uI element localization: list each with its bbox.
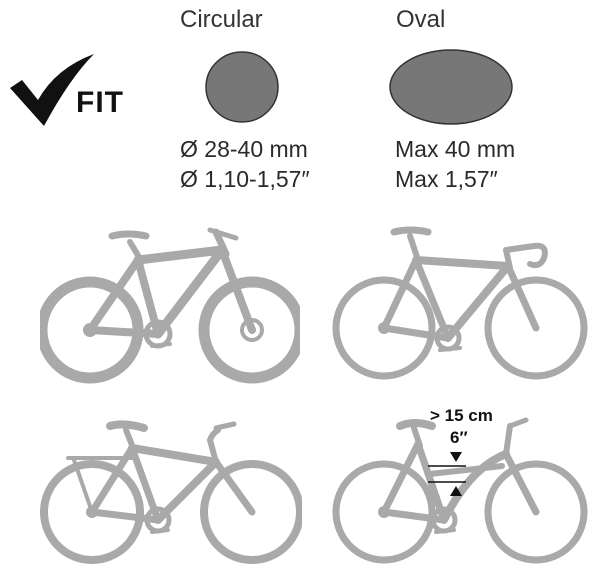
checkmark-icon <box>10 54 94 126</box>
oval-max-mm: Max 40 mm <box>395 136 516 162</box>
circular-diameter-mm: Ø 28-40 mm <box>180 136 308 162</box>
road-bike-illustration <box>332 226 588 380</box>
circular-diameter-in: Ø 1,10-1,57″ <box>180 166 310 192</box>
ladies-bike-illustration <box>332 417 588 564</box>
clearance-imperial: 6″ <box>450 428 468 447</box>
oval-tube-icon <box>389 49 513 125</box>
oval-heading: Oval <box>396 6 446 33</box>
circular-heading: Circular <box>180 6 263 33</box>
city-bike-illustration <box>40 420 302 564</box>
clearance-metric: > 15 cm <box>430 406 493 425</box>
mountain-bike-illustration <box>40 227 300 384</box>
circular-tube-icon <box>205 51 279 123</box>
oval-max-in: Max 1,57″ <box>395 166 498 192</box>
fit-label: FIT <box>76 86 124 119</box>
